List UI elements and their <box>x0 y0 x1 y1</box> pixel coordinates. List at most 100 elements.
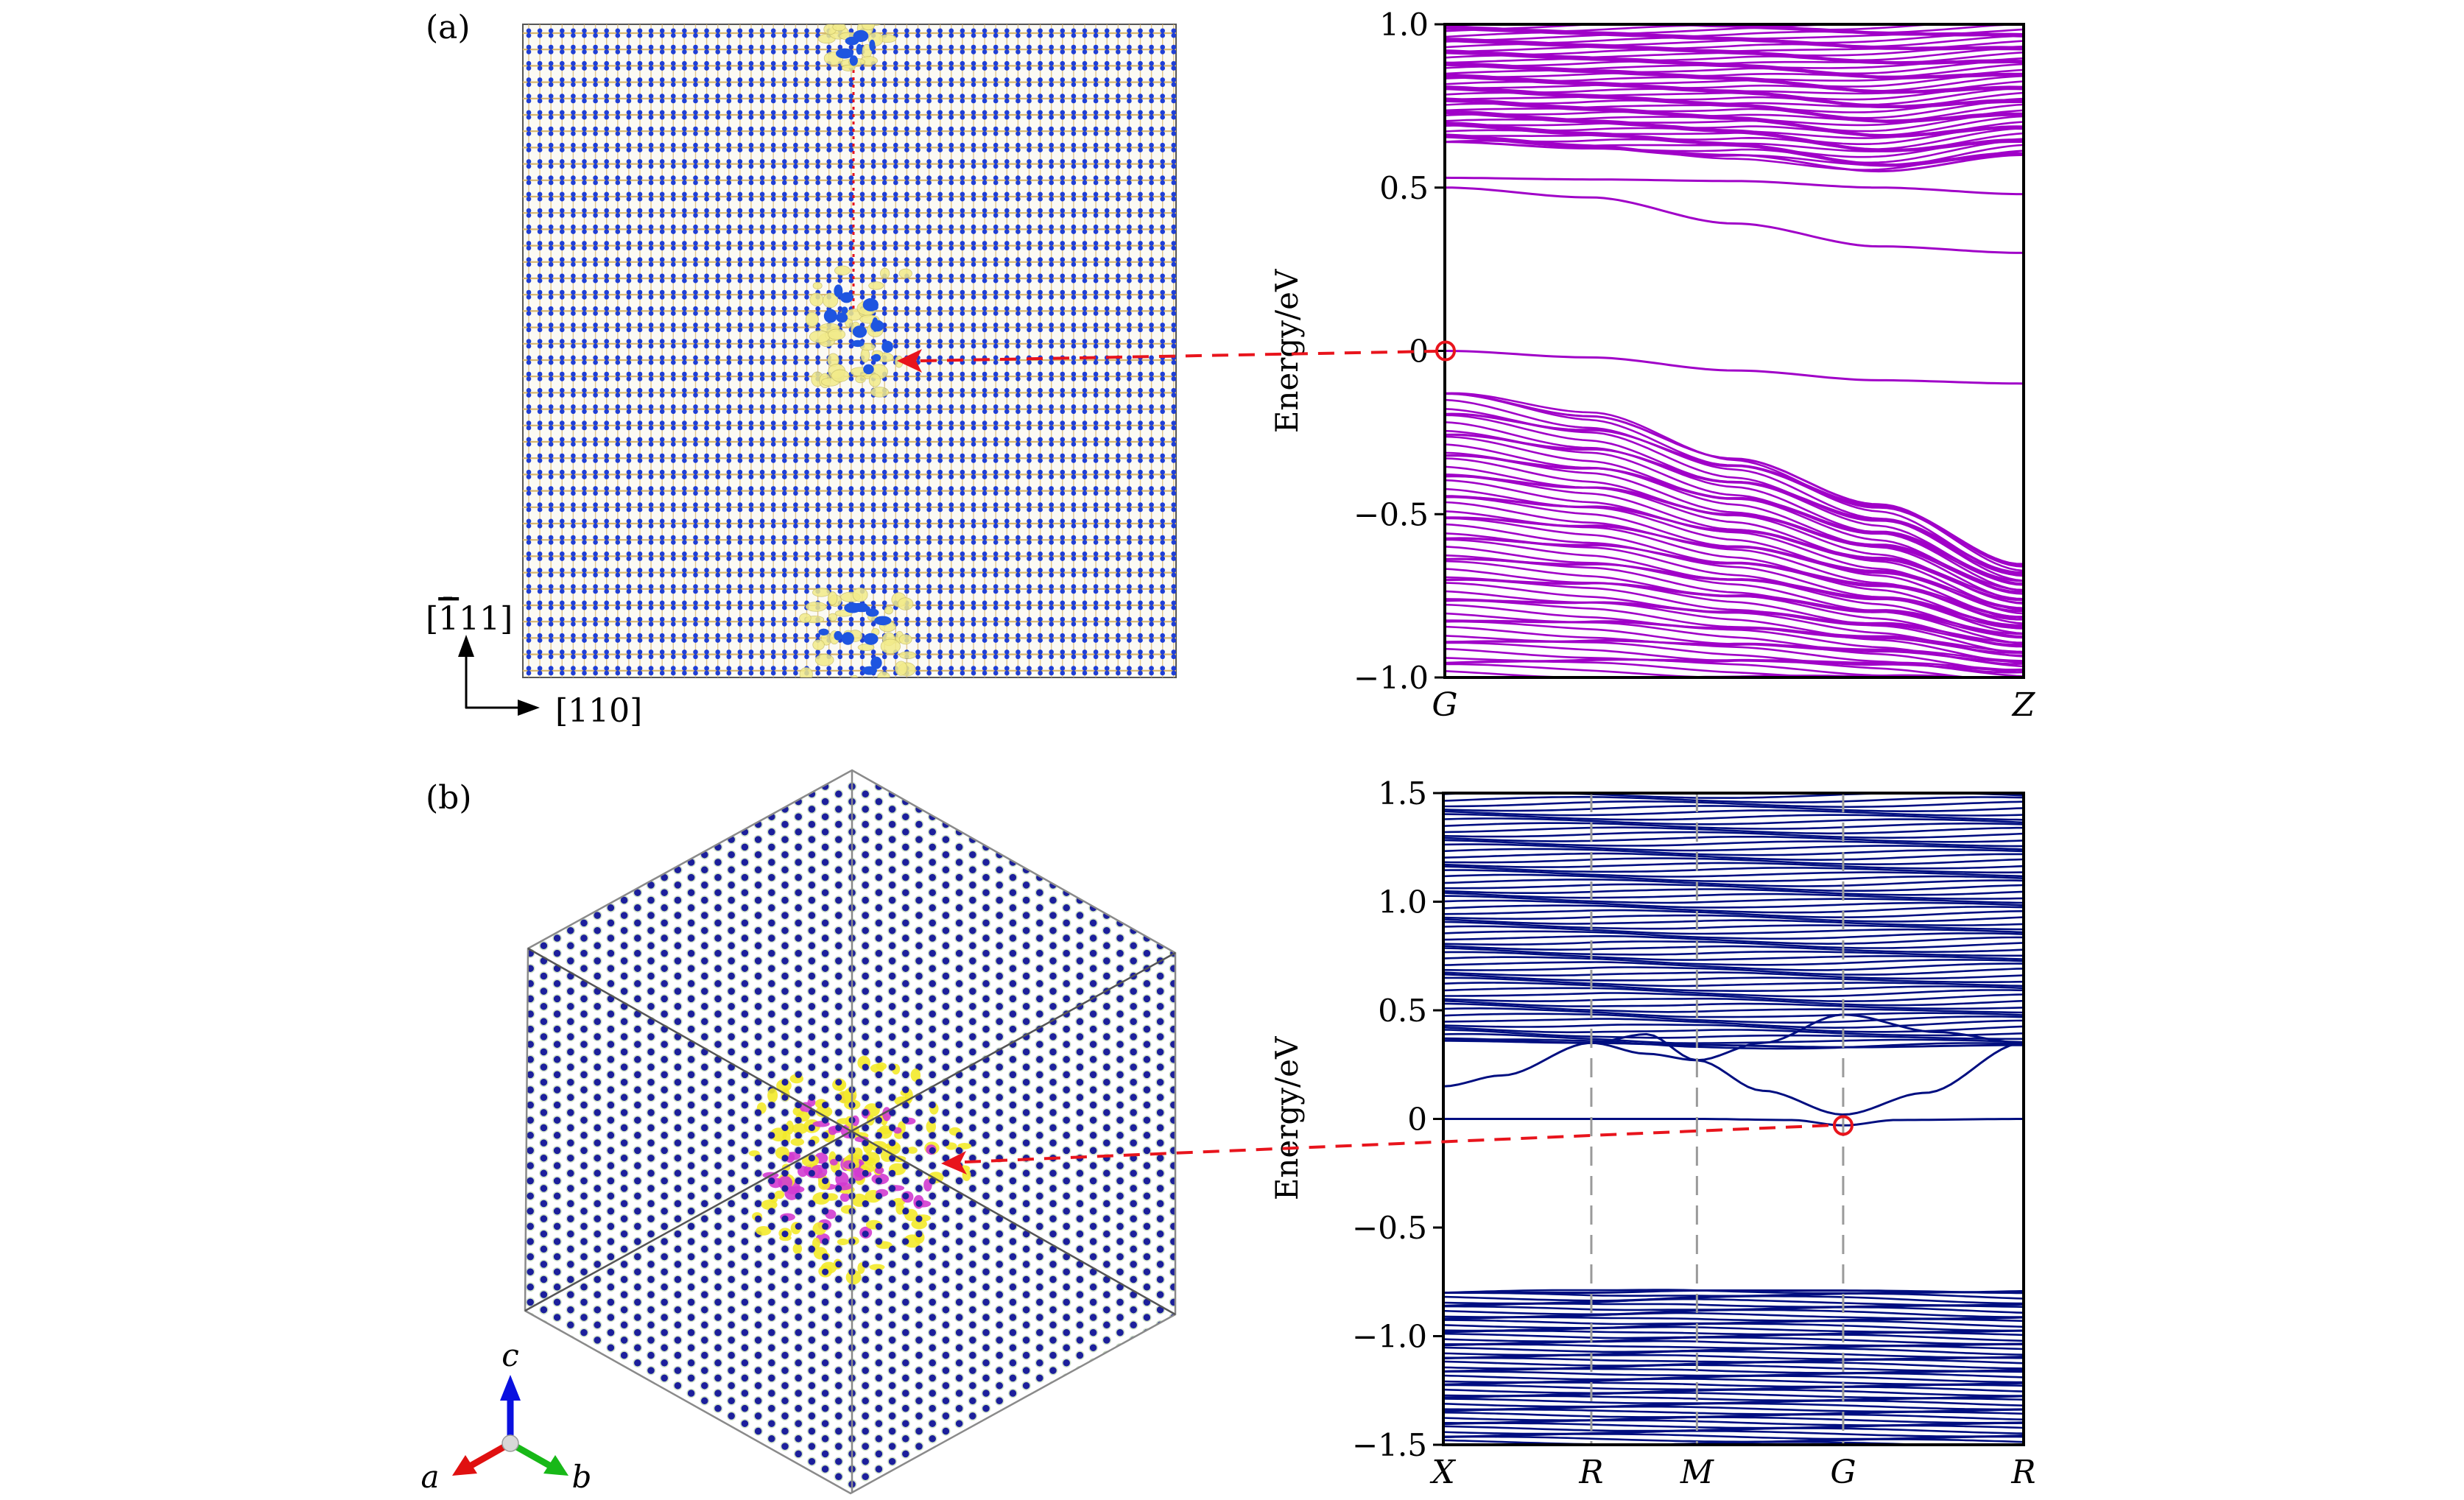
atom <box>1004 110 1010 116</box>
atom <box>1093 441 1099 447</box>
atom <box>548 327 554 333</box>
atom <box>682 175 687 180</box>
atom <box>982 289 988 295</box>
atom <box>926 600 932 606</box>
atom <box>1049 175 1054 180</box>
atom <box>704 261 709 267</box>
atom <box>793 82 798 88</box>
atom <box>1027 474 1032 479</box>
atom <box>870 551 876 557</box>
atom <box>893 453 898 459</box>
atom <box>648 453 654 459</box>
atom <box>782 327 787 333</box>
atom <box>982 441 988 447</box>
atom <box>793 387 798 393</box>
atom <box>904 507 909 513</box>
atom <box>548 437 554 443</box>
atom <box>1127 343 1132 349</box>
atom <box>837 213 843 218</box>
atom <box>993 654 999 660</box>
atom <box>881 502 887 507</box>
atom <box>1038 392 1043 398</box>
atom <box>1049 458 1054 463</box>
atom <box>582 98 587 104</box>
atom <box>693 323 698 328</box>
atom <box>604 289 609 295</box>
atom <box>770 638 776 643</box>
atom <box>637 502 643 507</box>
atom <box>815 126 820 132</box>
atom <box>637 359 643 365</box>
atom <box>1127 213 1132 218</box>
atom <box>637 278 643 284</box>
atom <box>826 441 831 447</box>
atom <box>671 126 676 132</box>
atom <box>960 295 965 300</box>
atom <box>1049 196 1054 202</box>
atom <box>537 114 543 120</box>
atom <box>804 208 809 214</box>
atom <box>526 507 532 513</box>
atom <box>759 584 765 589</box>
atom <box>537 110 543 116</box>
atom <box>881 507 887 513</box>
atom <box>893 474 898 479</box>
atom <box>1149 638 1154 643</box>
atom <box>671 633 676 638</box>
atom <box>1104 142 1110 148</box>
isosurface-lobe <box>870 387 890 398</box>
atom <box>571 44 576 50</box>
atom <box>571 568 576 573</box>
atom <box>626 261 632 267</box>
atom <box>715 687 720 692</box>
atom <box>1071 110 1077 116</box>
atom <box>726 420 732 426</box>
atom <box>1138 507 1143 513</box>
atom <box>682 191 687 197</box>
atom <box>893 683 898 688</box>
atom <box>671 387 676 393</box>
atom <box>1038 568 1043 573</box>
atom <box>604 486 609 491</box>
atom <box>904 131 909 136</box>
atom <box>815 441 820 447</box>
atom <box>626 638 632 643</box>
atom <box>604 556 609 561</box>
atom <box>904 295 909 300</box>
atom <box>782 82 787 88</box>
atom <box>993 159 999 164</box>
atom <box>982 147 988 152</box>
atom <box>871 687 876 692</box>
atom <box>826 404 831 409</box>
atom <box>1082 605 1088 610</box>
atom <box>859 191 865 197</box>
atom <box>815 306 820 311</box>
atom <box>1093 622 1099 627</box>
atom <box>715 404 720 409</box>
atom <box>1116 295 1121 300</box>
atom <box>960 572 965 578</box>
atom <box>759 175 765 180</box>
atom <box>682 77 687 82</box>
atom <box>770 376 776 381</box>
atom <box>870 404 876 409</box>
atom <box>748 622 754 627</box>
atom <box>826 257 831 262</box>
atom <box>1138 638 1143 643</box>
atom <box>782 180 787 186</box>
atom <box>926 572 932 578</box>
atom <box>948 191 954 197</box>
atom <box>537 278 543 284</box>
atom <box>615 670 621 676</box>
atom <box>1060 572 1066 578</box>
atom <box>971 507 976 513</box>
atom <box>915 649 921 655</box>
atom <box>715 229 720 234</box>
atom <box>1149 518 1154 524</box>
atom <box>637 490 643 496</box>
atom <box>571 180 576 186</box>
atom <box>560 404 565 409</box>
atom <box>715 273 720 279</box>
atom <box>1049 82 1054 88</box>
atom <box>726 339 732 344</box>
